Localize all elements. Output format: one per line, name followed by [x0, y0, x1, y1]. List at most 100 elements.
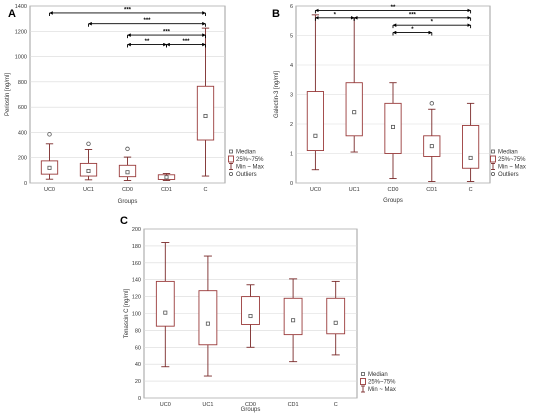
x-axis-title: Groups	[118, 199, 138, 205]
x-tick-label: C	[334, 402, 338, 408]
y-axis-title: Periostin [ng/ml]	[5, 73, 11, 116]
median-marker	[164, 175, 169, 180]
iqr-box	[326, 297, 346, 335]
y-tick-label: 180	[132, 244, 141, 250]
y-tick-label: 0	[290, 181, 293, 187]
panel-a: 0 200 400 600 800 1000 1200 1400 UC0 UC1 CD0 CD1 C Gr…	[5, 4, 264, 205]
legend-label: Min ~ Max	[236, 165, 264, 171]
outlier-point	[86, 141, 91, 147]
x-tick-label: UC1	[83, 187, 94, 193]
x-tick-label: UC0	[44, 187, 55, 193]
x-tick-label: CD0	[122, 187, 133, 193]
iqr-box	[462, 125, 480, 169]
y-tick-label: 140	[132, 278, 141, 284]
x-tick-label: CD1	[161, 187, 172, 193]
iqr-box	[196, 85, 215, 141]
y-tick-label: 0	[24, 181, 27, 187]
significance-label: ***	[163, 30, 171, 36]
x-tick-label: CD1	[288, 402, 299, 408]
legend-box-icon	[228, 155, 234, 163]
y-tick-label: 40	[135, 362, 141, 368]
median-marker	[205, 321, 210, 326]
median-marker	[313, 133, 318, 138]
median-marker	[86, 168, 91, 173]
median-marker	[468, 155, 473, 160]
panel-b: 0 1 2 3 4 5 6 UC0 UC1 CD0 CD1 C Groups Galectin-3 [ng…	[272, 4, 526, 204]
y-tick-label: 100	[132, 312, 141, 318]
legend-median-icon	[491, 149, 495, 154]
legend-label: Median	[236, 150, 256, 156]
y-tick-label: 0	[138, 396, 141, 402]
median-marker	[333, 320, 338, 325]
panel-letter: A	[8, 8, 16, 20]
outlier-point	[125, 146, 130, 152]
x-tick-label: CD0	[387, 187, 398, 193]
legend-label: Min ~ Max	[498, 165, 526, 171]
legend-label: Outliers	[236, 172, 257, 178]
panel-c: 0 20 40 60 80 100 120 140 160 180 200 UC0 UC1 CD0 CD1 C…	[120, 215, 396, 413]
y-tick-label: 6	[290, 4, 293, 10]
y-tick-label: 80	[135, 328, 141, 334]
legend-box-icon	[360, 378, 366, 385]
x-tick-label: C	[204, 187, 208, 193]
significance-label: ***	[409, 12, 417, 18]
median-marker	[291, 318, 296, 323]
legend-label: Outliers	[498, 172, 519, 178]
y-tick-label: 400	[18, 130, 27, 136]
significance-label: **	[391, 5, 396, 11]
median-marker	[429, 144, 434, 149]
significance-label: ***	[124, 7, 132, 13]
legend-label: Median	[498, 150, 518, 156]
median-marker	[390, 124, 395, 129]
median-marker	[163, 310, 168, 315]
median-marker	[125, 170, 130, 175]
iqr-box	[241, 296, 260, 325]
x-tick-label: UC0	[310, 187, 321, 193]
y-tick-label: 60	[135, 345, 141, 351]
y-tick-label: 4	[290, 63, 293, 69]
iqr-box	[155, 280, 175, 327]
legend-label: 25%~75%	[236, 157, 264, 163]
legend-box-icon	[490, 155, 496, 163]
y-tick-label: 200	[132, 227, 141, 233]
x-tick-label: C	[469, 187, 473, 193]
y-tick-label: 20	[135, 379, 141, 385]
y-tick-label: 1400	[15, 4, 27, 10]
significance-label: **	[145, 39, 150, 45]
x-tick-label: CD1	[426, 187, 437, 193]
significance-label: *	[334, 12, 337, 18]
legend-label: Median	[368, 372, 388, 378]
outlier-point	[429, 101, 434, 106]
x-tick-label: UC1	[349, 187, 360, 193]
legend-median-icon	[229, 149, 233, 154]
y-tick-label: 1200	[15, 29, 27, 35]
y-tick-label: 200	[18, 156, 27, 162]
y-tick-label: 600	[18, 105, 27, 111]
iqr-box	[283, 297, 303, 336]
legend-outlier-icon	[490, 171, 495, 176]
y-axis-title: Tenascin C [ng/ml]	[124, 288, 130, 338]
legend-label: 25%~75%	[368, 380, 396, 386]
iqr-box	[306, 91, 324, 152]
significance-label: *	[431, 20, 434, 26]
significance-label: ***	[182, 39, 190, 45]
legend-median-icon	[361, 372, 365, 376]
plot-area	[29, 5, 226, 184]
median-marker	[203, 113, 208, 118]
significance-label: ***	[143, 18, 151, 24]
outlier-point	[47, 132, 52, 137]
x-tick-label: UC0	[160, 402, 171, 408]
legend-outlier-icon	[228, 171, 233, 176]
y-tick-label: 160	[132, 261, 141, 267]
legend-label: 25%~75%	[498, 157, 526, 163]
x-axis-title: Groups	[383, 198, 403, 204]
median-marker	[47, 165, 52, 170]
legend-label: Min ~ Max	[368, 387, 396, 393]
x-tick-label: CD0	[245, 402, 256, 408]
median-marker	[352, 110, 357, 115]
iqr-box	[198, 290, 218, 346]
y-tick-label: 1	[290, 152, 293, 158]
y-tick-label: 800	[18, 80, 27, 86]
y-tick-label: 2	[290, 122, 293, 128]
iqr-box	[345, 82, 363, 137]
